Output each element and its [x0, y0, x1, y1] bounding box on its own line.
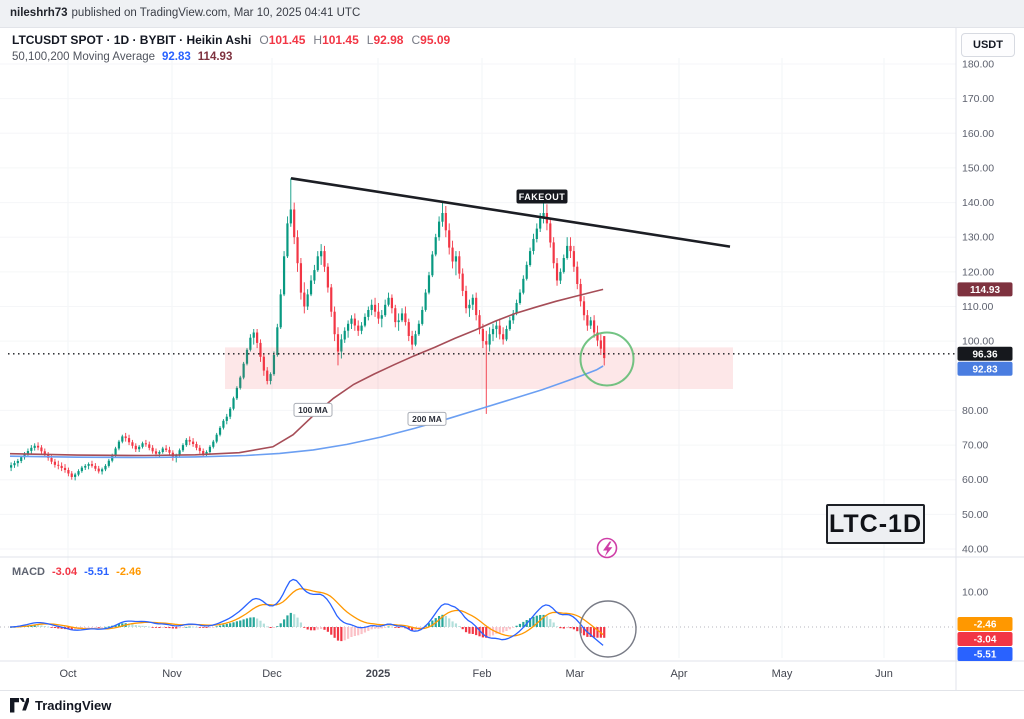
- price-tick-label: 120.00: [962, 266, 994, 278]
- publisher-name: nileshrh73: [10, 7, 68, 19]
- time-tick-label: Feb: [473, 668, 492, 680]
- time-tick-label: May: [772, 668, 793, 680]
- tradingview-brand[interactable]: TradingView: [35, 697, 112, 713]
- symbol-title[interactable]: LTCUSDT SPOT · 1D · BYBIT · Heikin Ashi: [12, 33, 252, 47]
- time-tick-label: Mar: [566, 668, 585, 680]
- ohlc-pair: L92.98: [366, 33, 404, 47]
- macd-axis-badge: [957, 647, 1013, 661]
- macd-value: -5.51: [84, 566, 110, 578]
- gridlines: [0, 58, 956, 658]
- price-axis-badge: [957, 282, 1013, 297]
- time-tick-label: Apr: [670, 668, 687, 680]
- ma-100-line: [9, 288, 604, 457]
- chart-drawings: FAKEOUT 100 MA 200 MA: [8, 177, 955, 559]
- publish-info: published on TradingView.com, Mar 10, 20…: [71, 7, 361, 19]
- price-highlight-circle[interactable]: [579, 331, 635, 387]
- ma-200-label-text: 200 MA: [412, 414, 442, 424]
- pane-separators: [0, 28, 1024, 690]
- footer-bar: TradingView: [0, 690, 1024, 719]
- price-tick-label: 170.00: [962, 93, 994, 105]
- price-axis-badge-text: 114.93: [970, 285, 1000, 296]
- price-axis-badge: [957, 361, 1013, 376]
- macd-values: -3.04 -5.51 -2.46: [45, 566, 141, 578]
- macd-axis-badge-text: -2.46: [974, 620, 997, 631]
- time-tick-label: Oct: [59, 668, 76, 680]
- price-axis-badge-text: 92.83: [972, 364, 997, 375]
- chart-panel: FAKEOUT 100 MA 200 MA 180.00 170.00 160.00 15…: [0, 28, 1024, 690]
- macd-axis-badge-text: -3.04: [974, 635, 997, 646]
- ticker-text-label[interactable]: LTC-1D: [826, 504, 925, 544]
- price-tick-label: 130.00: [962, 232, 994, 244]
- price-tick-label: 160.00: [962, 128, 994, 140]
- ohlc-pair: O101.45: [259, 33, 306, 47]
- price-axis-badge-text: 96.36: [972, 349, 997, 360]
- ma-legend: 50,100,200 Moving Average 92.83 114.93: [12, 51, 232, 63]
- descending-trendline[interactable]: [290, 177, 731, 248]
- time-axis[interactable]: Oct Nov Dec 2025 Feb Mar Apr May Jun: [59, 668, 892, 680]
- ma-value: 114.93: [197, 51, 233, 63]
- tradingview-logo-icon[interactable]: [10, 697, 29, 713]
- macd-series: [9, 578, 606, 646]
- price-tick-label: 100.00: [962, 336, 994, 348]
- macd-highlight-circle[interactable]: [579, 600, 637, 658]
- macd-signal-line: [10, 588, 604, 637]
- publish-bar: nileshrh73 published on TradingView.com, …: [0, 0, 1024, 28]
- macd-legend: MACD -3.04 -5.51 -2.46: [12, 566, 141, 578]
- macd-axis-badge-text: -5.51: [974, 650, 997, 661]
- symbol-legend: LTCUSDT SPOT · 1D · BYBIT · Heikin Ashi O…: [12, 33, 450, 47]
- price-tick-label: 150.00: [962, 162, 994, 174]
- candlestick-series: [10, 178, 606, 481]
- macd-tick-label: 10.00: [962, 587, 988, 599]
- macd-value: -3.04: [52, 566, 78, 578]
- ma-100-label-text: 100 MA: [298, 405, 328, 415]
- flash-icon-bolt: [603, 541, 613, 557]
- time-tick-label: Jun: [875, 668, 893, 680]
- ohlc-pair: C95.09: [411, 33, 451, 47]
- ma-200-label-box: [407, 411, 447, 426]
- price-axis-badge: [957, 346, 1013, 361]
- ma-legend-label[interactable]: 50,100,200 Moving Average: [12, 51, 156, 63]
- ma-100-label-box: [293, 402, 333, 417]
- ohlc-values: O101.45 H101.45 L92.98 C95.09: [251, 33, 450, 47]
- macd-value: -2.46: [116, 566, 142, 578]
- price-tick-label: 50.00: [962, 509, 988, 521]
- ma-200-line: [9, 365, 604, 459]
- price-tick-label: 70.00: [962, 440, 988, 452]
- price-axis[interactable]: 180.00 170.00 160.00 150.00 140.00 130.00 120.…: [957, 59, 1013, 556]
- moving-average-lines: [9, 288, 604, 459]
- macd-axis-badge: [957, 617, 1013, 631]
- time-tick-label: 2025: [366, 668, 390, 680]
- price-tick-label: 60.00: [962, 474, 988, 486]
- fakeout-label-box[interactable]: [516, 189, 568, 204]
- fakeout-label-text: FAKEOUT: [519, 192, 566, 202]
- macd-main-line: [9, 578, 604, 646]
- macd-axis-badge: [957, 632, 1013, 646]
- ma-value: 92.83: [162, 51, 191, 63]
- currency-toggle-button[interactable]: USDT: [961, 33, 1015, 57]
- ma-values: 92.83 114.93: [155, 51, 232, 63]
- time-tick-label: Dec: [262, 668, 282, 680]
- price-tick-label: 40.00: [962, 544, 988, 556]
- price-chart[interactable]: FAKEOUT 100 MA 200 MA 180.00 170.00 160.00 15…: [0, 28, 1024, 690]
- price-tick-label: 110.00: [962, 301, 993, 313]
- price-tick-label: 140.00: [962, 197, 994, 209]
- price-tick-label: 80.00: [962, 405, 988, 417]
- price-tick-label: 180.00: [962, 59, 994, 71]
- time-tick-label: Nov: [162, 668, 182, 680]
- macd-legend-label[interactable]: MACD: [12, 566, 45, 578]
- ohlc-pair: H101.45: [313, 33, 359, 47]
- macd-pane: 10.00 -2.46 -3.04 -5.51: [0, 578, 1013, 661]
